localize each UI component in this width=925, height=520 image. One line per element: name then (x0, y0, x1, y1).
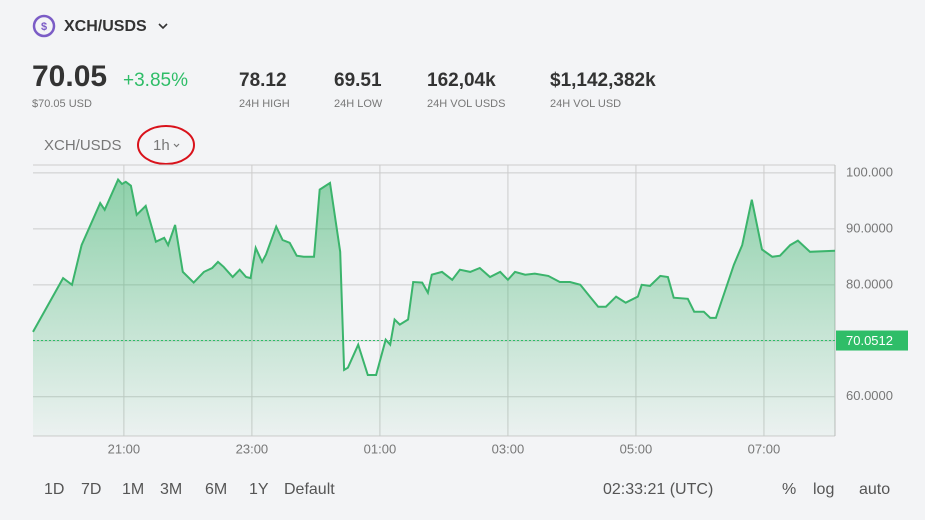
x-tick-label: 03:00 (492, 441, 525, 456)
range-button[interactable]: 3M (160, 481, 182, 498)
x-tick-label: 05:00 (620, 441, 653, 456)
y-tick-label: 60.0000 (846, 388, 893, 403)
clock: 02:33:21 (UTC) (603, 481, 713, 498)
pair-name: XCH/USDS (64, 18, 147, 35)
x-tick-label: 01:00 (364, 441, 397, 456)
scale-option[interactable]: log (813, 481, 834, 498)
range-button[interactable]: Default (284, 481, 335, 498)
coin-icon (32, 14, 56, 38)
price-usd: $70.05 USD (32, 98, 92, 110)
scale-option[interactable]: auto (859, 481, 890, 498)
price-change: +3.85% (123, 70, 188, 91)
stat-value: 78.12 (239, 70, 287, 91)
chart-pair: XCH/USDS (44, 137, 122, 154)
y-tick-label: 90.0000 (846, 220, 893, 235)
stat-label: 24H VOL USDS (427, 98, 505, 110)
line (32, 177, 836, 376)
chevron (158, 23, 168, 30)
stat-label: 24H VOL USD (550, 98, 621, 110)
y-tick-label: 80.0000 (846, 276, 893, 291)
range-button[interactable]: 7D (81, 481, 101, 498)
range-button[interactable]: 1Y (249, 481, 269, 498)
stat-value: 69.51 (334, 70, 382, 91)
stats: 78.12 24H HIGH 69.51 24H LOW 162,04k 24H VOL … (239, 70, 656, 110)
interval: 1h (153, 137, 170, 154)
stat-label: 24H LOW (334, 98, 383, 110)
x-tick-label: 07:00 (748, 441, 781, 456)
range-button[interactable]: 1D (44, 481, 64, 498)
range-button[interactable]: 1M (122, 481, 144, 498)
stat-label: 24H HIGH (239, 98, 290, 110)
interval-selector[interactable]: 1h (137, 125, 195, 165)
scale-option[interactable]: % (782, 481, 796, 498)
price: 70.05 (32, 60, 107, 93)
pair-selector[interactable]: $ XCH/USDS (32, 14, 168, 38)
highlight-circle (137, 125, 195, 165)
stat-value: $1,142,382k (550, 70, 656, 91)
footer: 1D 7D 1M 3M 6M 1Y Default 02:33:21 (UTC)% log aut… (44, 481, 890, 498)
area (33, 179, 835, 436)
current-price-label: 70.0512 (846, 333, 893, 348)
chevron (173, 143, 180, 148)
x-tick-label: 21:00 (108, 441, 141, 456)
range-button[interactable]: 6M (205, 481, 227, 498)
current-price-box (836, 330, 908, 351)
x-tick-label: 23:00 (236, 441, 269, 456)
y-tick-label: 100.000 (846, 164, 893, 179)
chart: 100.00090.000080.000070.000060.000021:00… (32, 164, 908, 456)
stat-value: 162,04k (427, 70, 496, 91)
coin-symbol: $ (41, 21, 47, 33)
